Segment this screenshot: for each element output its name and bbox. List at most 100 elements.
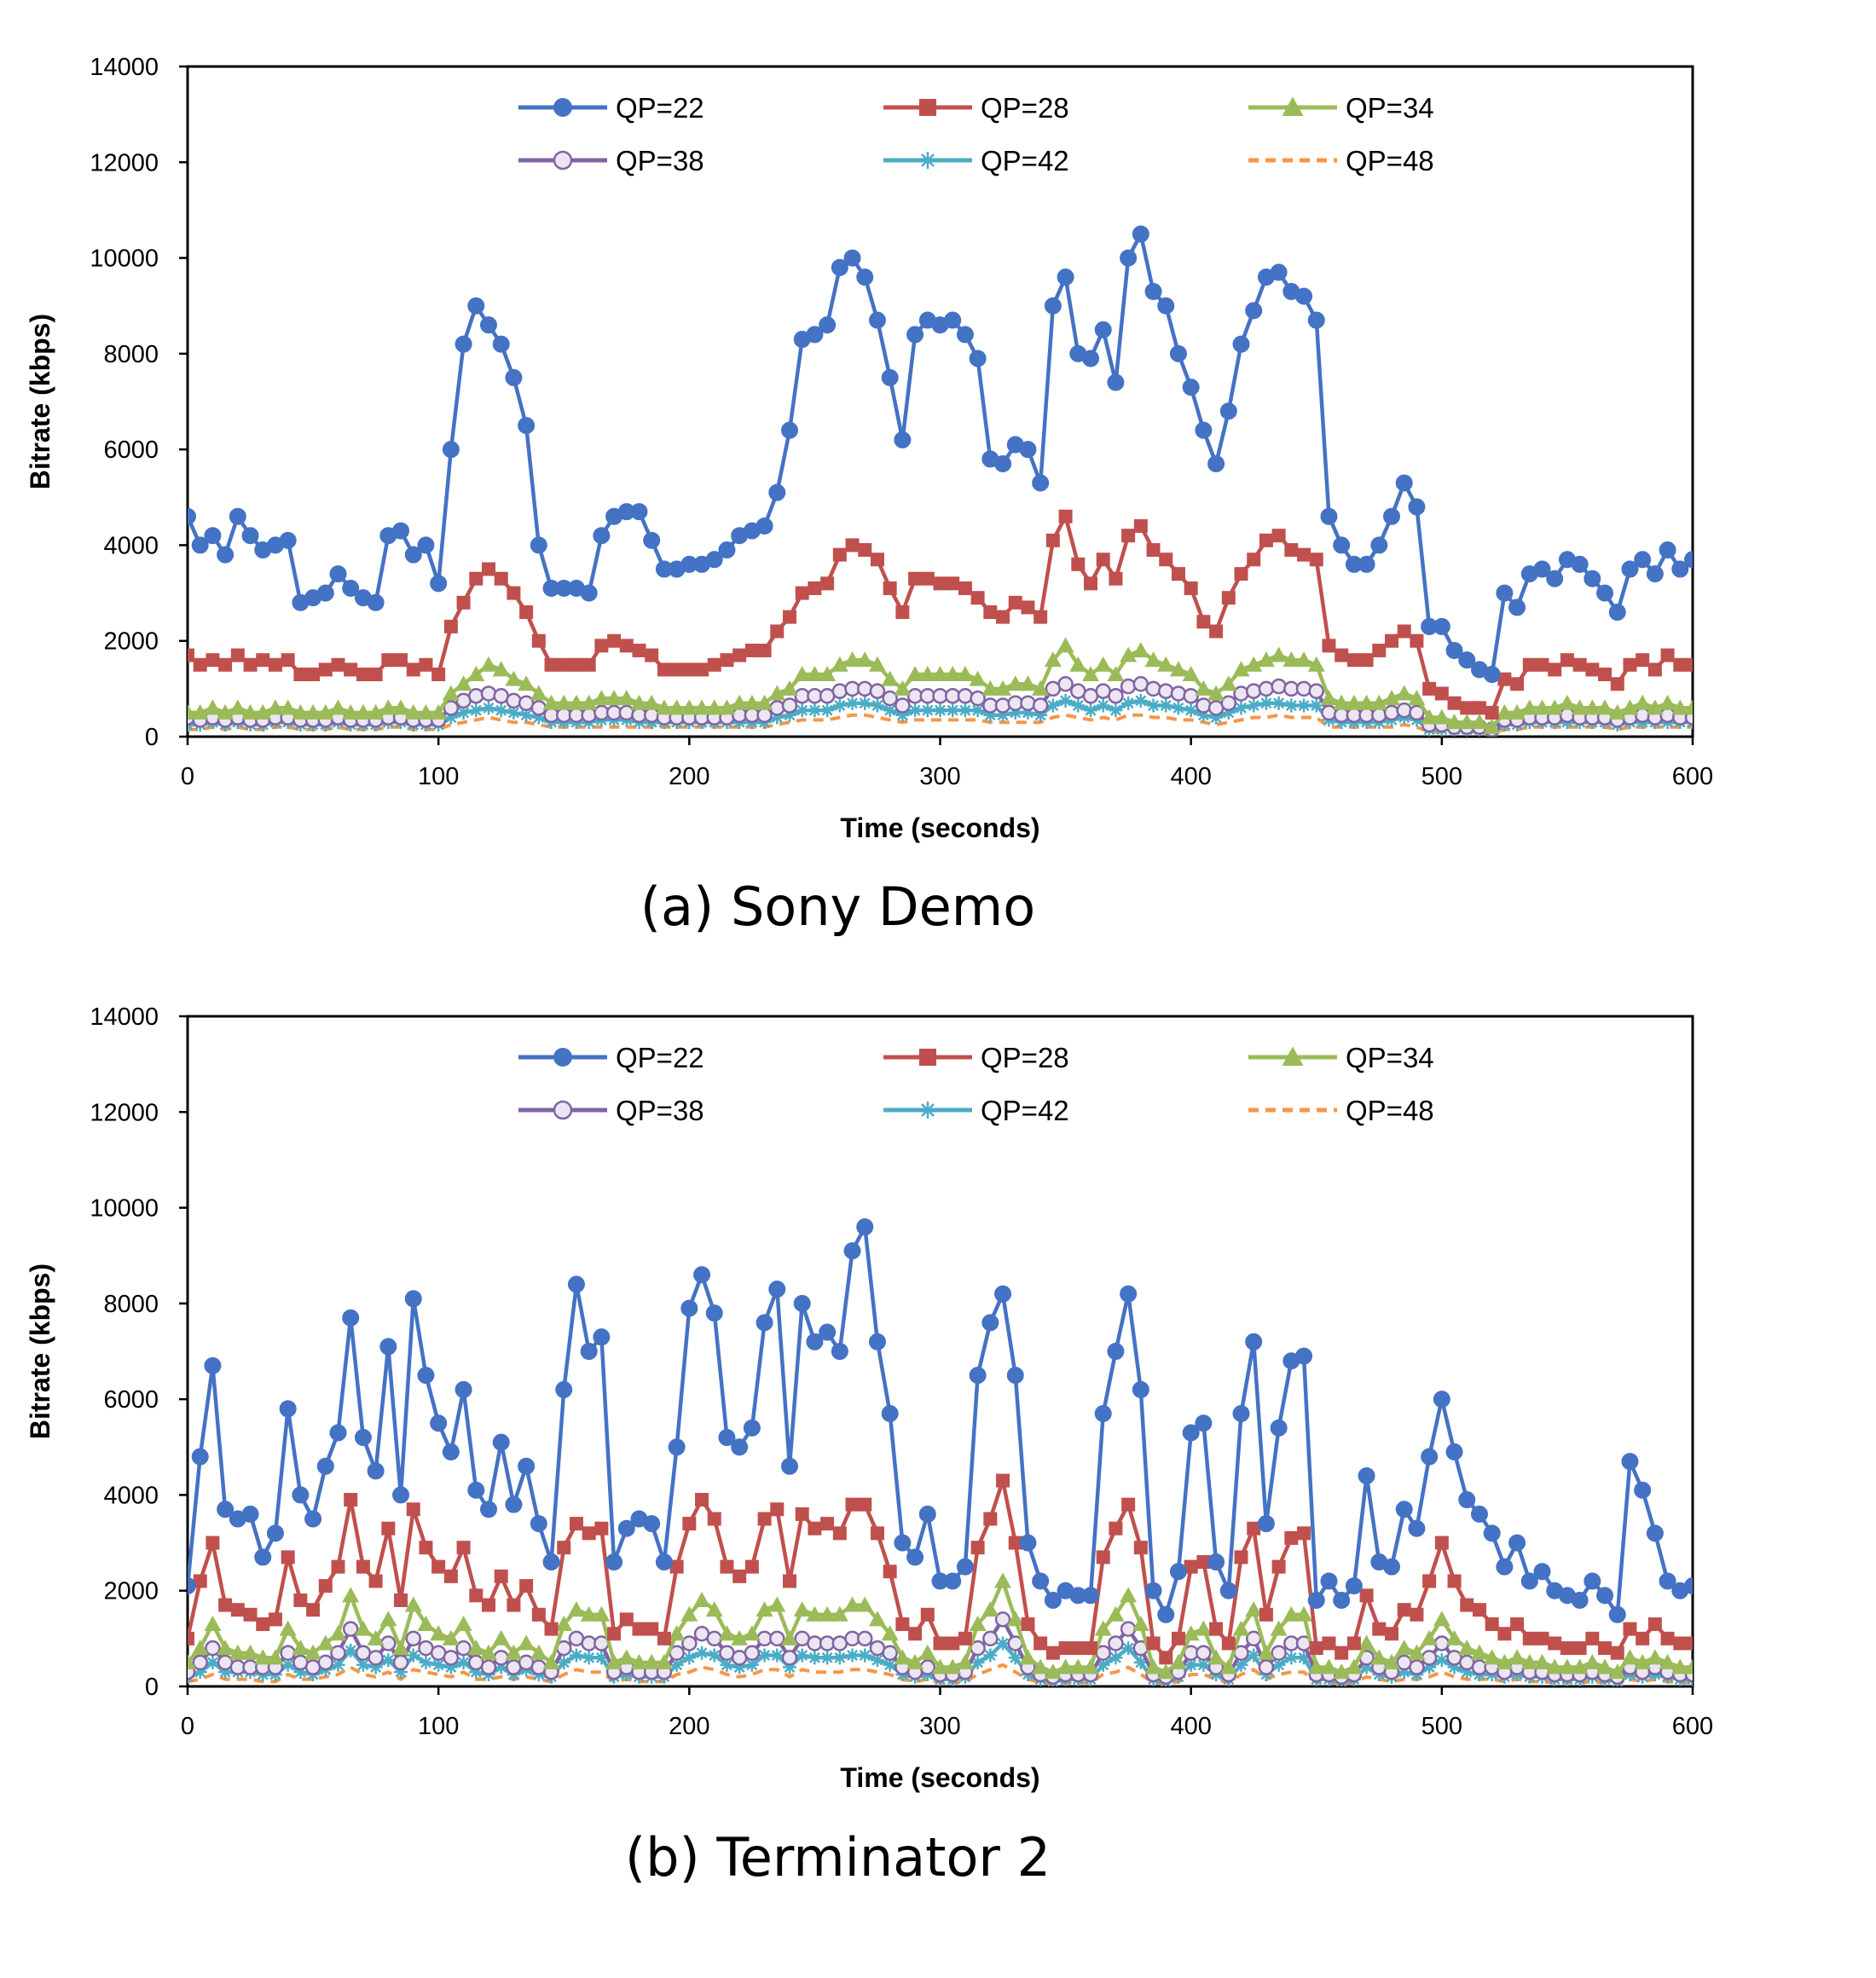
x-tick-label: 0 — [181, 1713, 194, 1740]
data-point-QP=22 — [1608, 604, 1626, 622]
x-tick-label: 200 — [669, 1713, 709, 1740]
data-point-QP=22 — [1270, 263, 1288, 281]
data-point-QP=38 — [681, 1635, 698, 1651]
data-point-QP=34 — [342, 1587, 360, 1603]
data-point-QP=28 — [669, 662, 684, 677]
data-point-QP=28 — [1309, 552, 1323, 567]
data-point-QP=28 — [519, 1579, 534, 1593]
data-point-QP=28 — [908, 571, 923, 586]
data-point-QP=22 — [1408, 1519, 1426, 1537]
data-point-QP=28 — [1535, 1631, 1549, 1645]
data-point-QP=38 — [919, 1659, 936, 1675]
data-point-QP=34 — [1445, 1629, 1463, 1645]
y-tick-label: 6000 — [103, 1386, 159, 1414]
data-point-QP=34 — [680, 1605, 698, 1622]
data-point-QP=34 — [931, 666, 949, 682]
data-point-QP=28 — [394, 653, 408, 668]
data-point-QP=42 — [1096, 698, 1110, 713]
data-point-QP=28 — [306, 668, 321, 682]
data-point-QP=28 — [531, 1607, 546, 1622]
data-point-QP=22 — [994, 1285, 1012, 1303]
data-point-QP=22 — [1458, 1491, 1476, 1509]
data-point-QP=34 — [1421, 1629, 1439, 1645]
data-point-QP=42 — [732, 1660, 747, 1674]
data-point-QP=28 — [1071, 557, 1086, 571]
data-point-QP=22 — [1584, 570, 1601, 587]
data-point-QP=28 — [1385, 1627, 1398, 1641]
data-point-QP=34 — [1621, 699, 1639, 715]
data-point-QP=38 — [857, 680, 873, 697]
data-point-QP=22 — [279, 531, 297, 549]
data-point-QP=42 — [933, 703, 947, 718]
data-point-QP=42 — [469, 1665, 483, 1680]
data-point-QP=22 — [868, 1333, 886, 1350]
data-point-QP=28 — [1109, 571, 1123, 586]
data-point-QP=22 — [1270, 1419, 1288, 1437]
data-point-QP=22 — [404, 546, 422, 564]
data-point-QP=28 — [256, 653, 270, 668]
data-point-QP=42 — [946, 703, 960, 718]
data-point-QP=34 — [843, 651, 861, 668]
data-point-QP=22 — [1144, 1582, 1162, 1599]
data-point-QP=28 — [744, 643, 759, 657]
data-point-QP=22 — [542, 1553, 560, 1571]
data-point-QP=28 — [206, 653, 220, 668]
legend-label: QP=42 — [981, 1095, 1069, 1126]
data-point-QP=22 — [316, 1457, 334, 1475]
data-point-QP=28 — [482, 562, 495, 576]
data-point-QP=34 — [1082, 1658, 1099, 1674]
data-point-QP=28 — [1660, 1631, 1675, 1645]
chart-panel-2: 0 2000 4000 6000 8000 10000 12000 14000 0 100 200 3… — [25, 1003, 1713, 1888]
data-point-QP=28 — [281, 1550, 295, 1564]
data-point-QP=22 — [1571, 555, 1589, 573]
data-point-QP=22 — [806, 1333, 824, 1350]
data-point-QP=42 — [744, 1657, 759, 1672]
data-point-QP=34 — [680, 699, 698, 715]
data-point-QP=34 — [1358, 694, 1375, 710]
data-point-QP=34 — [1584, 1653, 1601, 1669]
data-point-QP=28 — [318, 1579, 333, 1593]
data-point-QP=28 — [870, 1526, 884, 1541]
data-point-QP=22 — [217, 546, 234, 564]
data-point-QP=22 — [1684, 551, 1693, 569]
data-point-QP=28 — [1485, 705, 1499, 720]
data-point-QP=42 — [1234, 1657, 1248, 1672]
legend-marker — [553, 1048, 572, 1067]
data-point-QP=22 — [856, 1218, 874, 1236]
data-point-QP=28 — [1133, 1541, 1148, 1555]
data-point-QP=38 — [744, 1645, 761, 1661]
data-point-QP=34 — [567, 1601, 585, 1617]
data-point-QP=34 — [417, 703, 435, 720]
data-point-QP=38 — [1020, 695, 1036, 711]
data-point-QP=38 — [1634, 707, 1651, 723]
data-point-QP=42 — [1247, 1648, 1261, 1663]
data-point-QP=28 — [356, 668, 370, 682]
data-point-QP=34 — [1433, 708, 1450, 725]
data-point-QP=28 — [544, 657, 559, 672]
data-point-QP=22 — [442, 441, 460, 459]
data-point-QP=42 — [1008, 705, 1022, 720]
data-point-QP=42 — [832, 1651, 847, 1665]
data-point-QP=34 — [304, 1644, 322, 1660]
data-point-QP=42 — [858, 696, 872, 710]
data-point-QP=22 — [1257, 1515, 1275, 1533]
data-point-QP=22 — [492, 1433, 510, 1451]
data-point-QP=42 — [720, 1657, 734, 1672]
data-point-QP=22 — [1307, 311, 1325, 329]
data-point-QP=34 — [191, 703, 209, 720]
data-point-QP=28 — [1497, 1627, 1512, 1641]
legend-label: QP=38 — [616, 1095, 704, 1126]
legend-marker — [553, 98, 572, 117]
data-point-QP=34 — [530, 1644, 547, 1660]
data-point-QP=42 — [1058, 693, 1073, 708]
data-point-QP=28 — [557, 657, 571, 672]
data-point-QP=34 — [1533, 699, 1551, 715]
data-point-QP=34 — [430, 703, 448, 720]
data-point-QP=28 — [243, 1607, 258, 1622]
panel-caption-1: (a) Sony Demo — [640, 876, 1035, 938]
data-point-QP=28 — [1058, 1641, 1073, 1656]
data-point-QP=38 — [994, 697, 1011, 714]
data-point-QP=38 — [205, 1640, 221, 1657]
data-point-QP=34 — [1144, 1658, 1162, 1674]
data-point-QP=34 — [806, 1605, 824, 1622]
